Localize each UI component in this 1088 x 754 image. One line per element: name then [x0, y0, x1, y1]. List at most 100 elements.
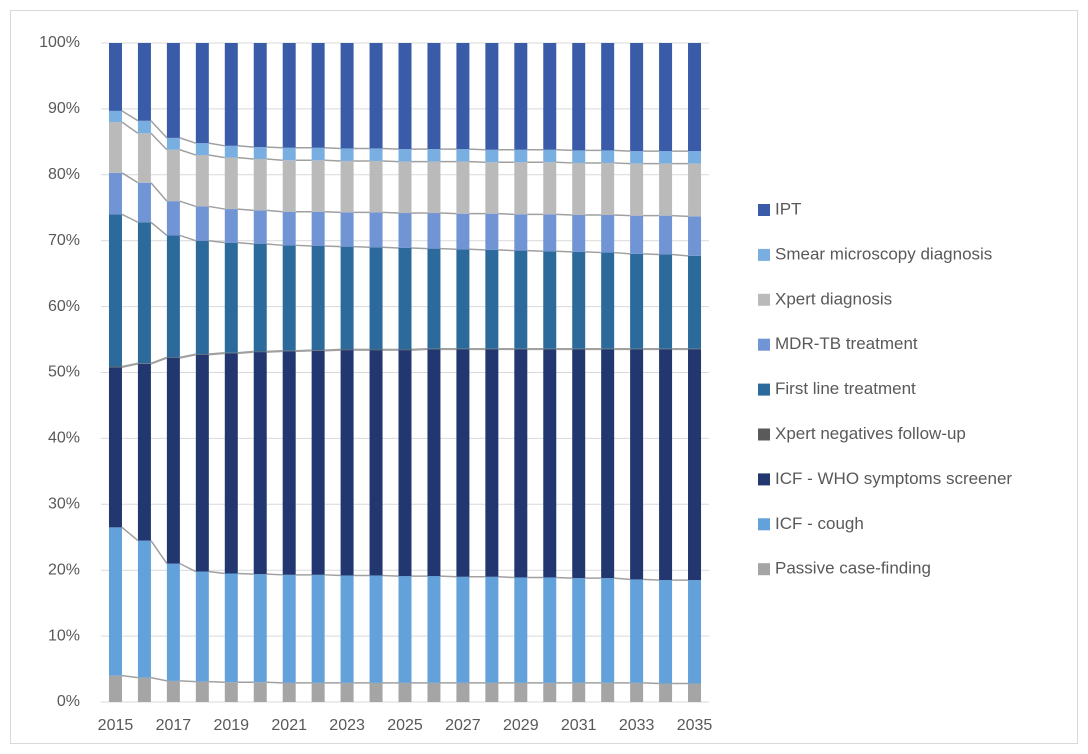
bar-segment [601, 214, 615, 253]
bar-segment [659, 151, 673, 164]
bar-segment [369, 212, 383, 248]
bar-segment [166, 201, 180, 236]
series-line [266, 209, 283, 213]
bar-segment [485, 576, 499, 683]
legend-swatch [758, 293, 770, 306]
x-tick-label: 2029 [503, 717, 539, 734]
series-line [469, 160, 486, 164]
x-tick-label: 2033 [619, 717, 655, 734]
bar-segment [485, 249, 499, 349]
bar-segment [514, 250, 528, 349]
series-line [179, 149, 197, 156]
bar-segment [398, 213, 412, 248]
series-line [614, 162, 631, 165]
bar-segment [514, 214, 528, 251]
bar-segment [282, 682, 296, 702]
bar-segment [485, 43, 499, 150]
series-line [556, 250, 573, 253]
bar-segment [485, 162, 499, 214]
series-line [643, 682, 660, 685]
series-line [324, 159, 341, 162]
series-line [440, 247, 457, 251]
series-line [266, 158, 283, 162]
series-line [585, 251, 602, 254]
series-line [150, 120, 168, 139]
bar-segment [340, 212, 354, 247]
bar-segment [456, 161, 470, 214]
bar-segment [427, 161, 441, 214]
bar-segment [514, 577, 528, 683]
series-line [382, 147, 399, 150]
bar-segment [369, 148, 383, 161]
series-line [672, 253, 689, 257]
bar-segment [369, 43, 383, 149]
series-line [266, 681, 283, 684]
bar-segment [282, 574, 296, 683]
bar-segment [398, 350, 412, 577]
bar-segment [572, 150, 586, 163]
legend-label: First line treatment [775, 379, 916, 398]
bar-segment [224, 352, 238, 354]
bar-segment [137, 133, 151, 183]
bar-segment [630, 579, 644, 683]
bar-segment [543, 214, 557, 252]
bar-segment [369, 575, 383, 683]
series-line [382, 246, 399, 249]
x-tick-label: 2031 [561, 717, 597, 734]
bar-segment [224, 573, 238, 683]
bar-segment [630, 349, 644, 580]
bar-segment [572, 162, 586, 215]
series-line [121, 110, 139, 122]
legend-label: Smear microscopy diagnosis [775, 244, 992, 263]
series-line [179, 200, 197, 208]
bar-segment [108, 367, 122, 528]
bar-segment [659, 683, 673, 702]
bar-segment [456, 213, 470, 250]
bar-segment [688, 255, 702, 349]
series-line [266, 146, 283, 149]
bar-segment [659, 163, 673, 216]
bar-segment [282, 211, 296, 246]
bar-segment [485, 213, 499, 250]
bar-segment [195, 571, 209, 682]
bar-segment [543, 348, 557, 350]
legend-label: IPT [775, 199, 801, 218]
bar-segment [427, 149, 441, 162]
bar-segment [253, 147, 267, 159]
series-line [614, 577, 631, 581]
bar-segment [369, 247, 383, 350]
bar-segment [195, 206, 209, 241]
bar-segment [311, 211, 325, 246]
x-tick-label: 2025 [387, 717, 423, 734]
series-line [382, 211, 399, 214]
bar-segment [659, 349, 673, 581]
bar-segment [253, 158, 267, 211]
bar-segment [166, 235, 180, 358]
bar-segment [282, 350, 296, 352]
series-line [672, 214, 689, 218]
series-line [121, 526, 139, 542]
bar-segment [398, 149, 412, 162]
legend-label: Xpert diagnosis [775, 289, 892, 308]
bar-segment [195, 43, 209, 144]
y-tick-label: 10% [48, 627, 80, 644]
bar-segment [427, 349, 441, 577]
bar-segment [137, 120, 151, 134]
bar-segment [311, 160, 325, 212]
bar-segment [630, 682, 644, 702]
series-line [440, 575, 457, 578]
bar-segment [108, 43, 122, 111]
bar-segment [659, 215, 673, 255]
series-line [150, 182, 168, 202]
x-tick-label: 2035 [677, 717, 713, 734]
bar-segment [166, 149, 180, 202]
bar-segment [688, 216, 702, 256]
y-tick-label: 50% [48, 364, 80, 381]
bar-segment [543, 682, 557, 702]
bar-segment [514, 43, 528, 150]
series-line [469, 248, 486, 251]
bar-segment [514, 348, 528, 350]
series-line [498, 576, 515, 579]
legend-swatch [758, 473, 770, 486]
bar-segment [427, 576, 441, 683]
